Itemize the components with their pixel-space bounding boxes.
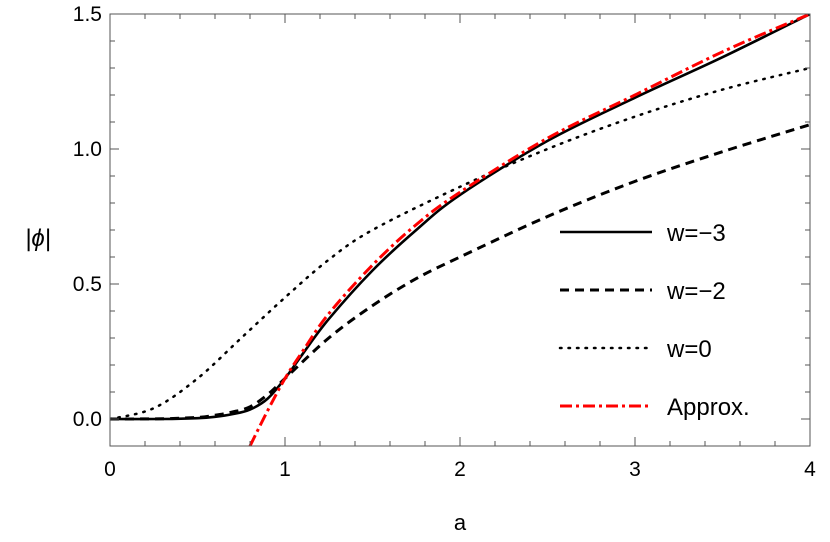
y-axis-label: |ϕ|: [25, 225, 51, 252]
x-tick-label: 3: [629, 458, 641, 481]
x-tick-label: 1: [279, 458, 291, 481]
series-line-1: [110, 123, 810, 421]
x-axis-label: a: [454, 510, 467, 535]
legend-label-3: Approx.: [667, 394, 750, 421]
legend-label-2: w=0: [666, 336, 712, 363]
y-tick-label: 1.5: [73, 3, 102, 26]
x-tick-label: 0: [104, 458, 116, 481]
x-tick-label: 4: [804, 458, 816, 481]
series-line-3: [248, 14, 810, 446]
y-tick-label: 0.0: [73, 408, 102, 431]
legend-label-1: w=−2: [666, 278, 726, 305]
y-tick-label: 1.0: [73, 138, 102, 161]
series-line-0: [110, 14, 810, 421]
y-tick-label: 0.5: [73, 273, 102, 296]
x-tick-label: 2: [454, 458, 466, 481]
legend-label-0: w=−3: [666, 220, 726, 247]
